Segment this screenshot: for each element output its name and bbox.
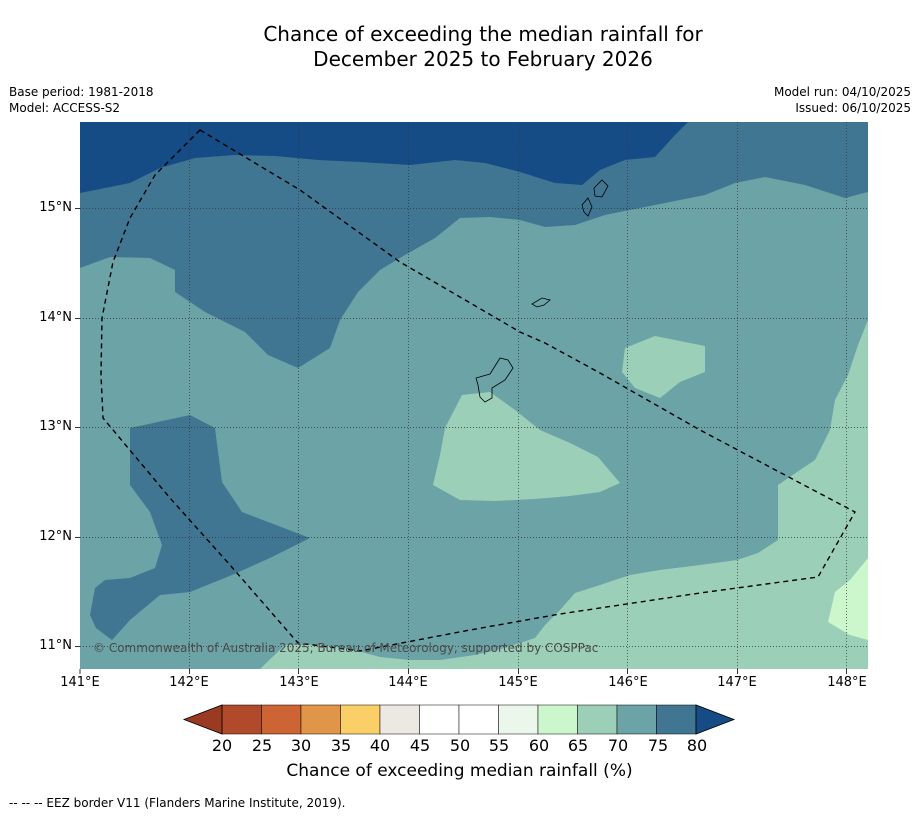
band-60-65 (828, 558, 868, 640)
colorbar-swatch-30 (300, 704, 341, 735)
colorbar-label-50: 50 (449, 736, 471, 755)
island-guam (475, 357, 514, 403)
colorbar-swatch-65 (577, 704, 618, 735)
colorbar-swatch-50 (458, 704, 499, 735)
colorbar-label-80: 80 (686, 736, 708, 755)
colorbar-label-70: 70 (607, 736, 629, 755)
y-tick-11n: 11°N (39, 638, 72, 653)
colorbar-label-35: 35 (330, 736, 352, 755)
band-65-70-center (433, 392, 620, 501)
eez-border (100, 129, 856, 652)
colorbar-label-60: 60 (528, 736, 550, 755)
eez-legend: -- -- -- EEZ border V11 (Flanders Marine… (9, 796, 346, 810)
colorbar-swatch-35 (340, 704, 381, 735)
colorbar-label-45: 45 (409, 736, 431, 755)
island-rota (531, 297, 551, 308)
y-tick-14n: 14°N (39, 310, 72, 325)
model-run: Model run: 04/10/2025 (773, 85, 911, 99)
colorbar-label-30: 30 (290, 736, 312, 755)
tick-marks (75, 208, 847, 674)
x-tick-141e: 141°E (60, 675, 100, 690)
x-tick-142e: 142°E (169, 675, 209, 690)
x-tick-148e: 148°E (827, 675, 867, 690)
colorbar-swatch-40 (379, 704, 420, 735)
chart-title: Chance of exceeding the median rainfall … (0, 22, 919, 72)
colorbar-extend-high (695, 704, 736, 735)
colorbar-label-65: 65 (567, 736, 589, 755)
colorbar-title: Chance of exceeding median rainfall (%) (286, 761, 633, 781)
copyright-notice: © Commonwealth of Australia 2025, Bureau… (93, 641, 599, 655)
colorbar-label-20: 20 (211, 736, 233, 755)
title-line-2: December 2025 to February 2026 (313, 47, 653, 71)
colorbar (182, 704, 736, 735)
colorbar-label-40: 40 (369, 736, 391, 755)
y-tick-12n: 12°N (39, 529, 72, 544)
x-tick-146e: 146°E (608, 675, 648, 690)
islands (475, 179, 609, 403)
colorbar-swatch-55 (498, 704, 539, 735)
model-name: Model: ACCESS-S2 (9, 101, 121, 115)
y-tick-13n: 13°N (39, 419, 72, 434)
issued-date: Issued: 06/10/2025 (795, 101, 911, 115)
base-period: Base period: 1981-2018 (9, 85, 154, 99)
colorbar-label-75: 75 (647, 736, 669, 755)
x-tick-145e: 145°E (498, 675, 538, 690)
meta-left: Base period: 1981-2018 Model: ACCESS-S2 (9, 84, 154, 116)
colorbar-label-25: 25 (251, 736, 273, 755)
colorbar-swatch-60 (537, 704, 578, 735)
rainfall-map (80, 122, 868, 669)
colorbar-extend-low (182, 704, 223, 735)
island-saipan (593, 179, 609, 198)
gridlines (80, 122, 868, 669)
x-tick-147e: 147°E (717, 675, 757, 690)
colorbar-swatch-45 (419, 704, 460, 735)
x-tick-144e: 144°E (388, 675, 428, 690)
band-75-80-north (80, 122, 868, 368)
island-tinian (581, 197, 593, 217)
band-65-70-east (622, 336, 705, 398)
colorbar-swatch-70 (616, 704, 657, 735)
x-tick-143e: 143°E (279, 675, 319, 690)
colorbar-swatch-20 (221, 704, 262, 735)
colorbar-swatch-75 (656, 704, 697, 735)
band-75-80-southwest (90, 415, 310, 640)
title-line-1: Chance of exceeding the median rainfall … (263, 22, 703, 46)
band-80-plus (80, 122, 688, 193)
colorbar-label-55: 55 (488, 736, 510, 755)
band-65-70-south (260, 320, 868, 669)
meta-right: Model run: 04/10/2025 Issued: 06/10/2025 (774, 84, 911, 116)
y-tick-15n: 15°N (39, 200, 72, 215)
colorbar-swatch-25 (261, 704, 302, 735)
